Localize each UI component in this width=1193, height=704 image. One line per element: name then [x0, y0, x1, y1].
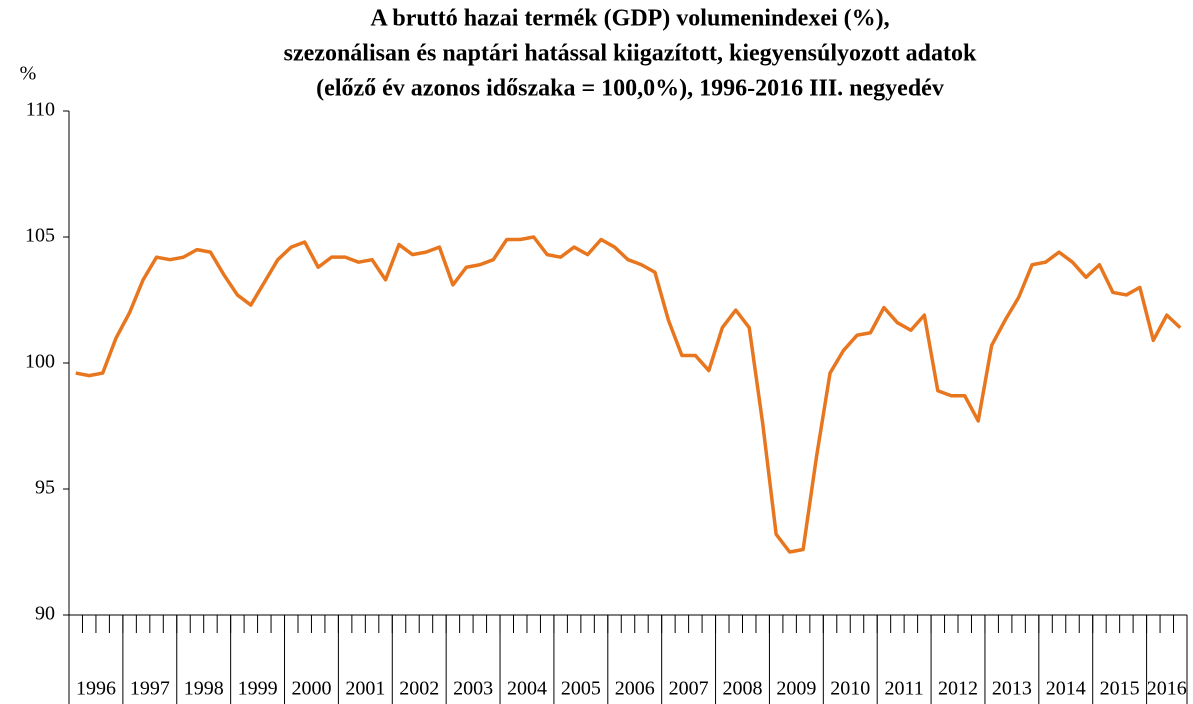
chart-title: szezonálisan és naptári hatással kiigazí… — [284, 41, 977, 67]
data-line — [75, 235, 1182, 554]
x-tick-label: 2016 — [1147, 678, 1187, 700]
y-tick-label: 95 — [35, 477, 55, 499]
x-tick-label: 2010 — [830, 678, 870, 700]
y-tick-label: 90 — [35, 603, 55, 625]
y-tick-label: 100 — [25, 351, 55, 373]
x-tick-label: 2007 — [669, 678, 709, 700]
x-tick-label: 2006 — [615, 678, 655, 700]
x-tick-label: 2013 — [992, 678, 1032, 700]
x-tick-label: 2000 — [291, 678, 331, 700]
x-tick-label: 2011 — [884, 678, 923, 700]
y-tick-label: 110 — [26, 99, 55, 121]
x-tick-label: 1999 — [238, 678, 278, 700]
x-tick-label: 1997 — [130, 678, 170, 700]
x-tick-label: 2001 — [345, 678, 385, 700]
x-tick-label: 1996 — [76, 678, 116, 700]
x-tick-label: 2008 — [722, 678, 762, 700]
x-tick-label: 2014 — [1046, 678, 1086, 700]
x-tick-label: 2002 — [399, 678, 439, 700]
x-tick-label: 1998 — [184, 678, 224, 700]
chart-title: A bruttó hazai termék (GDP) volumenindex… — [370, 6, 889, 32]
x-tick-label: 2012 — [938, 678, 978, 700]
x-tick-label: 2009 — [776, 678, 816, 700]
x-tick-label: 2003 — [453, 678, 493, 700]
y-axis-label: % — [20, 63, 37, 85]
x-tick-label: 2004 — [507, 678, 547, 700]
x-tick-label: 2015 — [1100, 678, 1140, 700]
chart-title: (előző év azonos időszaka = 100,0%), 199… — [316, 76, 944, 102]
x-tick-label: 2005 — [561, 678, 601, 700]
y-tick-label: 105 — [25, 225, 55, 247]
